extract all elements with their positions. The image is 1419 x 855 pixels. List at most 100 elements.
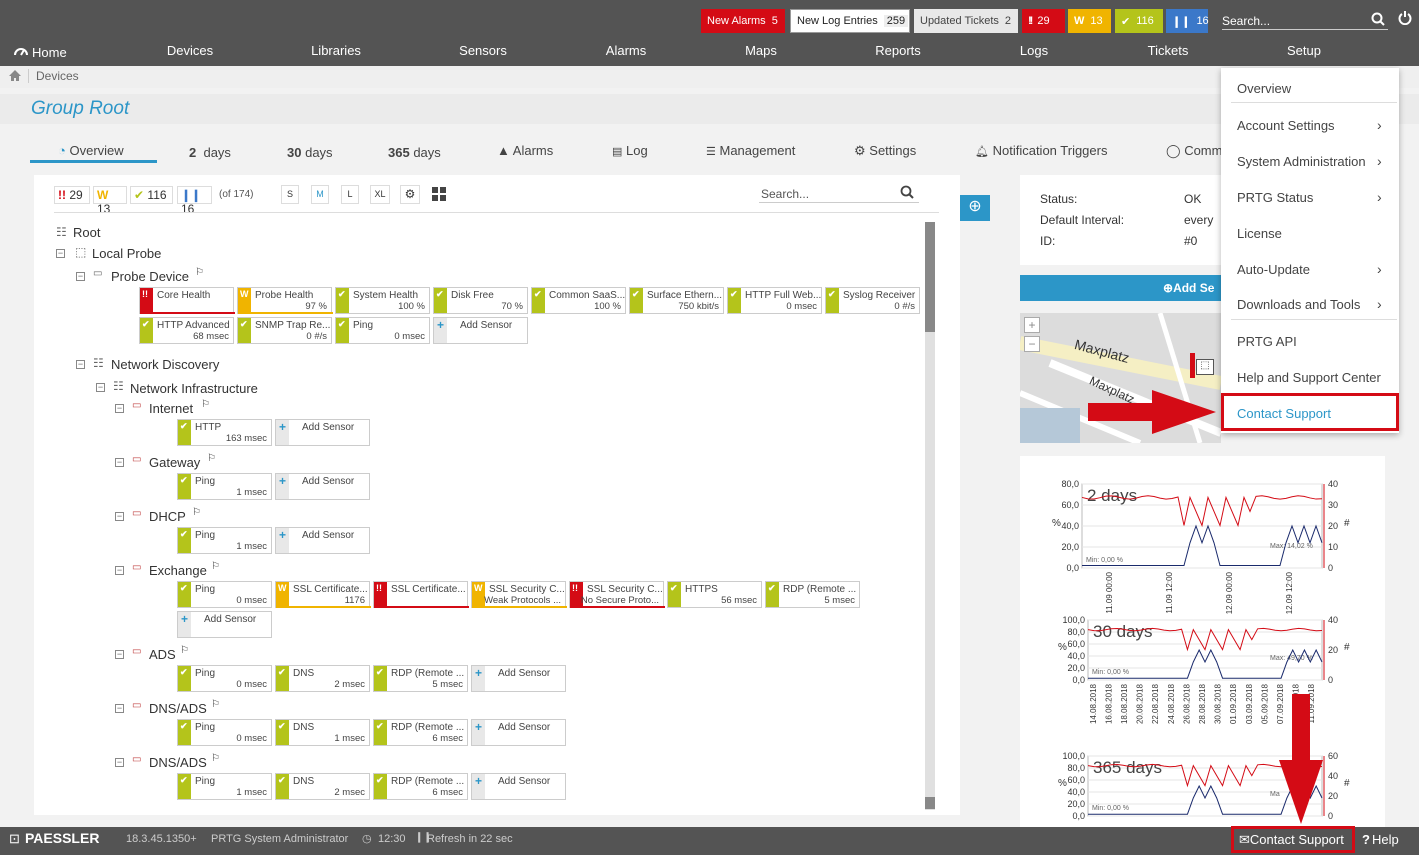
tree-scrollbar-thumb[interactable] bbox=[925, 222, 935, 332]
tab-log[interactable]: ▤ Log bbox=[612, 143, 648, 158]
tree-device-dhcp[interactable]: DHCP bbox=[149, 509, 186, 524]
red-status-badge[interactable]: !! 29 bbox=[1022, 9, 1065, 33]
sensor-tile[interactable]: W SSL Certificate... 1176 bbox=[275, 581, 371, 608]
sensor-tile[interactable]: ✔ DNS 2 msec bbox=[275, 773, 370, 800]
yellow-status-badge[interactable]: W 13 bbox=[1068, 9, 1111, 33]
menu-contact-support[interactable]: Contact Support bbox=[1221, 393, 1399, 431]
collapse-icon[interactable]: − bbox=[115, 757, 124, 767]
add-panel-button[interactable]: ⊕ bbox=[960, 195, 990, 221]
nav-alarms[interactable]: Alarms bbox=[605, 43, 647, 58]
flag-icon[interactable]: ⚐ bbox=[211, 753, 220, 764]
updated-tickets-badge[interactable]: Updated Tickets 2 bbox=[914, 9, 1018, 33]
tree-device-dns-ads-2[interactable]: DNS/ADS bbox=[149, 755, 207, 770]
menu-overview[interactable]: Overview bbox=[1237, 81, 1292, 96]
tab-30-days[interactable]: 30 days bbox=[287, 145, 333, 160]
tab-management[interactable]: ☰ Management bbox=[706, 143, 795, 158]
tree-search-input[interactable]: Search... bbox=[759, 185, 919, 203]
menu-license[interactable]: License bbox=[1237, 226, 1282, 241]
collapse-icon[interactable]: − bbox=[115, 511, 124, 521]
sensor-tile[interactable]: ✔ DNS 2 msec bbox=[275, 665, 370, 692]
map-zoom-out[interactable]: − bbox=[1024, 336, 1040, 352]
sensor-tile[interactable]: ✔ Common SaaS... 100 % bbox=[531, 287, 626, 314]
search-icon[interactable] bbox=[1371, 12, 1385, 26]
current-user[interactable]: PRTG System Administrator bbox=[211, 833, 349, 845]
new-log-entries-badge[interactable]: New Log Entries 259 bbox=[790, 9, 910, 33]
view-options-icon[interactable]: ⚙ bbox=[400, 185, 420, 204]
tree-scrollbar[interactable] bbox=[925, 222, 935, 810]
filter-blue[interactable]: ❙❙ 16 bbox=[177, 186, 212, 216]
add-sensor-tile[interactable]: + Add Sensor bbox=[433, 317, 528, 344]
map-marker-icon[interactable]: ⬚ bbox=[1196, 359, 1214, 375]
flag-icon[interactable]: ⚐ bbox=[180, 645, 189, 656]
sensor-tile[interactable]: ✔ RDP (Remote ... 6 msec bbox=[373, 773, 468, 800]
nav-libraries[interactable]: Libraries bbox=[311, 43, 361, 58]
sensor-tile[interactable]: ✔ Ping 0 msec bbox=[335, 317, 430, 344]
add-sensor-button[interactable]: ⊕Add Se bbox=[1020, 275, 1221, 301]
tab-overview[interactable]: ◔ Overview bbox=[58, 143, 124, 158]
add-sensor-tile[interactable]: + Add Sensor bbox=[177, 611, 272, 638]
sensor-tile[interactable]: ✔ Ping 0 msec bbox=[177, 665, 272, 692]
sensor-tile[interactable]: ✔ RDP (Remote ... 6 msec bbox=[373, 719, 468, 746]
size-m-button[interactable]: M bbox=[311, 185, 329, 204]
flag-icon[interactable]: ⚐ bbox=[211, 699, 220, 710]
tab-notification-triggers[interactable]: 🔔︎ Notification Triggers bbox=[975, 143, 1107, 158]
green-status-badge[interactable]: ✔ 116 bbox=[1115, 9, 1163, 33]
power-icon[interactable] bbox=[1398, 11, 1412, 25]
sensor-tile[interactable]: ✔ HTTP Advanced 68 msec bbox=[139, 317, 234, 344]
grid-view-icon[interactable] bbox=[432, 187, 446, 201]
menu-help-support-center[interactable]: Help and Support Center bbox=[1237, 370, 1381, 385]
tree-network-discovery[interactable]: Network Discovery bbox=[111, 357, 220, 372]
menu-downloads-and-tools[interactable]: Downloads and Tools › bbox=[1237, 296, 1382, 312]
flag-icon[interactable]: ⚐ bbox=[201, 399, 210, 410]
collapse-icon[interactable]: − bbox=[115, 403, 124, 413]
filter-red[interactable]: !! 29 bbox=[54, 186, 90, 204]
tab-2-days[interactable]: 2 days bbox=[189, 145, 231, 160]
flag-icon[interactable]: ⚐ bbox=[192, 507, 201, 518]
menu-prtg-status[interactable]: PRTG Status › bbox=[1237, 189, 1382, 205]
size-l-button[interactable]: L bbox=[341, 185, 359, 204]
sensor-tile[interactable]: ✔ HTTPS 56 msec bbox=[667, 581, 762, 608]
nav-logs[interactable]: Logs bbox=[1019, 43, 1049, 58]
tab-365-days[interactable]: 365 days bbox=[388, 145, 441, 160]
nav-devices[interactable]: Devices bbox=[166, 43, 214, 58]
sensor-tile[interactable]: !! SSL Certificate... bbox=[373, 581, 469, 608]
nav-setup[interactable]: Setup bbox=[1287, 43, 1321, 58]
tab-settings[interactable]: ⚙ Settings bbox=[854, 143, 916, 159]
tree-network-infrastructure[interactable]: Network Infrastructure bbox=[130, 381, 258, 396]
tree-device-dns-ads-1[interactable]: DNS/ADS bbox=[149, 701, 207, 716]
size-s-button[interactable]: S bbox=[281, 185, 299, 204]
size-xl-button[interactable]: XL bbox=[370, 185, 390, 204]
nav-reports[interactable]: Reports bbox=[875, 43, 921, 58]
refresh-timer[interactable]: Refresh in 22 sec bbox=[427, 833, 513, 845]
collapse-icon[interactable]: − bbox=[115, 565, 124, 575]
filter-yellow[interactable]: W 13 bbox=[93, 186, 127, 216]
collapse-icon[interactable]: − bbox=[76, 271, 85, 281]
sensor-tile[interactable]: ✔ HTTP 163 msec bbox=[177, 419, 272, 446]
tree-device-gateway[interactable]: Gateway bbox=[149, 455, 201, 470]
menu-account-settings[interactable]: Account Settings › bbox=[1237, 117, 1382, 133]
sensor-tile[interactable]: ✔ Surface Ethern... 750 kbit/s bbox=[629, 287, 724, 314]
footer-help[interactable]: Help bbox=[1372, 832, 1399, 847]
collapse-icon[interactable]: − bbox=[76, 359, 85, 369]
new-alarms-badge[interactable]: New Alarms 5 bbox=[701, 9, 785, 33]
tree-device-ads[interactable]: ADS bbox=[149, 647, 176, 662]
filter-green[interactable]: ✔ 116 bbox=[130, 186, 173, 204]
sensor-tile[interactable]: W SSL Security C... Weak Protocols ... bbox=[471, 581, 567, 608]
flag-icon[interactable]: ⚐ bbox=[211, 561, 220, 572]
tree-local-probe[interactable]: Local Probe bbox=[92, 246, 162, 261]
sensor-tile[interactable]: ✔ Syslog Receiver 0 #/s bbox=[825, 287, 920, 314]
add-sensor-tile[interactable]: + Add Sensor bbox=[471, 773, 566, 800]
breadcrumb-devices[interactable]: Devices bbox=[36, 69, 79, 83]
sensor-tile[interactable]: ✔ Ping 0 msec bbox=[177, 719, 272, 746]
pause-icon[interactable]: ❙❙ bbox=[415, 832, 432, 843]
search-icon[interactable] bbox=[900, 185, 914, 199]
sensor-tile[interactable]: ✔ Ping 1 msec bbox=[177, 527, 272, 554]
collapse-icon[interactable]: − bbox=[96, 382, 105, 392]
menu-auto-update[interactable]: Auto-Update › bbox=[1237, 261, 1382, 277]
map-zoom-in[interactable]: + bbox=[1024, 317, 1040, 333]
sensor-tile[interactable]: ✔ RDP (Remote ... 5 msec bbox=[373, 665, 468, 692]
home-icon[interactable] bbox=[9, 70, 21, 81]
flag-icon[interactable]: ⚐ bbox=[195, 267, 204, 278]
sensor-tile[interactable]: ✔ Disk Free 70 % bbox=[433, 287, 528, 314]
tree-probe-device[interactable]: Probe Device bbox=[111, 269, 190, 284]
